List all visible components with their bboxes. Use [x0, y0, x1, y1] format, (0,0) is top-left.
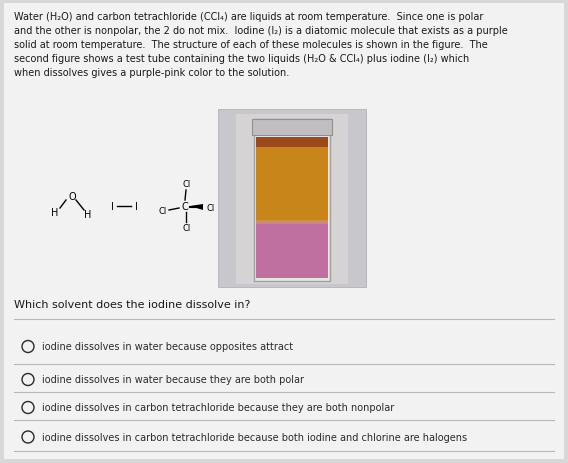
Text: Which solvent does the iodine dissolve in?: Which solvent does the iodine dissolve i…	[14, 300, 250, 309]
Text: H: H	[51, 207, 59, 218]
Text: Cl: Cl	[207, 204, 215, 213]
Bar	[254, 120, 330, 282]
Text: O: O	[68, 192, 76, 201]
Polygon shape	[190, 205, 203, 211]
Text: I: I	[111, 201, 114, 212]
Bar	[256, 138, 328, 148]
Text: I: I	[135, 201, 137, 212]
Text: Cl: Cl	[183, 224, 191, 233]
Text: iodine dissolves in water because they are both polar: iodine dissolves in water because they a…	[42, 375, 304, 385]
Bar	[254, 120, 330, 282]
Text: iodine dissolves in carbon tetrachloride because both iodine and chlorine are ha: iodine dissolves in carbon tetrachloride…	[42, 432, 467, 442]
Text: Cl: Cl	[159, 207, 167, 216]
Text: Water (H₂O) and carbon tetrachloride (CCl₄) are liquids at room temperature.  Si: Water (H₂O) and carbon tetrachloride (CC…	[14, 12, 508, 78]
Text: Cl: Cl	[183, 180, 191, 189]
Bar	[252, 120, 332, 136]
Bar	[256, 223, 328, 278]
Bar	[256, 138, 328, 223]
Text: H: H	[84, 210, 91, 219]
Bar	[236, 115, 348, 284]
Text: C: C	[182, 201, 189, 212]
Bar	[256, 220, 328, 225]
Text: iodine dissolves in carbon tetrachloride because they are both nonpolar: iodine dissolves in carbon tetrachloride…	[42, 403, 394, 413]
Bar	[218, 110, 366, 288]
Text: iodine dissolves in water because opposites attract: iodine dissolves in water because opposi…	[42, 342, 293, 352]
